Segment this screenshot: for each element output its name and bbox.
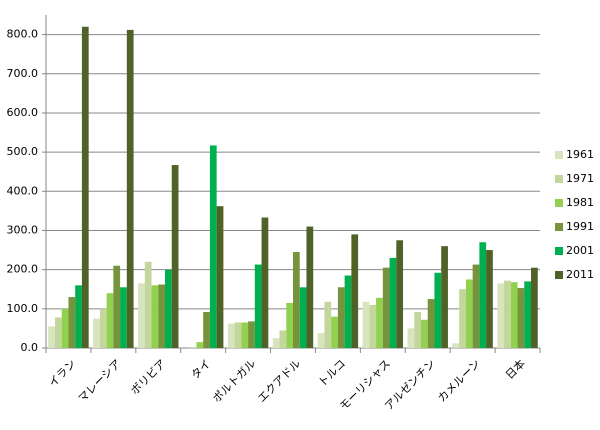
x-tick-label: 日本 — [502, 356, 527, 381]
x-tick-label: マレーシア — [76, 357, 124, 405]
bar — [126, 29, 134, 349]
x-tick-label: タイ — [189, 357, 214, 382]
bar — [165, 269, 172, 348]
bar — [420, 319, 428, 348]
bar — [317, 333, 325, 348]
y-tick-label: 500.0 — [7, 145, 39, 158]
bar — [254, 264, 262, 348]
bar — [248, 321, 255, 348]
x-tick-label: イラン — [46, 357, 79, 390]
bar — [138, 283, 145, 348]
bar — [376, 297, 383, 348]
bar — [272, 338, 280, 348]
bar — [99, 308, 107, 348]
bar — [196, 342, 204, 348]
x-tick-label: カメルーン — [435, 357, 483, 405]
y-tick-label: 700.0 — [7, 67, 39, 80]
bar — [434, 272, 442, 348]
bar — [48, 326, 55, 348]
bar — [324, 301, 332, 348]
bar — [286, 302, 293, 348]
bar — [369, 304, 377, 348]
bar — [241, 322, 249, 348]
y-tick-label: 800.0 — [7, 28, 39, 41]
bar — [414, 311, 421, 348]
bar — [113, 265, 121, 348]
bar — [227, 323, 235, 348]
bar — [81, 26, 89, 349]
bar — [54, 317, 62, 348]
legend-label: 2011 — [566, 268, 594, 281]
bar — [472, 264, 480, 348]
bar — [452, 343, 460, 348]
bar — [427, 299, 435, 348]
bar — [203, 311, 210, 348]
bar — [497, 283, 505, 348]
bar — [171, 165, 179, 348]
legend-label: 1981 — [566, 196, 594, 209]
bar — [234, 322, 242, 348]
legend-swatch — [555, 223, 563, 231]
bar — [209, 145, 217, 348]
bar — [504, 280, 511, 348]
bar — [510, 282, 518, 348]
bar — [61, 308, 69, 348]
y-tick-label: 300.0 — [7, 223, 39, 236]
x-tick-label: エクアドル — [255, 357, 303, 405]
legend-swatch — [555, 247, 563, 255]
bar — [261, 217, 269, 348]
bar — [351, 234, 359, 348]
bar — [389, 257, 397, 348]
bar — [306, 226, 314, 348]
bar — [459, 289, 466, 348]
bar — [120, 287, 127, 348]
bar — [479, 242, 487, 348]
legend-label: 1961 — [566, 148, 594, 161]
legend-swatch — [555, 175, 563, 183]
bar — [441, 246, 448, 348]
bar — [331, 316, 338, 348]
bar — [362, 301, 370, 348]
y-tick-label: 600.0 — [7, 106, 39, 119]
bar — [68, 297, 76, 348]
x-tick-label: ポルトガル — [210, 357, 258, 405]
bar — [396, 240, 404, 348]
legend-label: 2001 — [566, 244, 594, 257]
bar — [189, 347, 197, 348]
bar — [75, 285, 82, 348]
bar — [337, 287, 345, 348]
x-tick-label: トルコ — [316, 357, 348, 389]
x-tick-label: ボリビア — [128, 357, 168, 397]
bar — [151, 285, 159, 348]
bar — [517, 288, 525, 348]
legend-swatch — [555, 199, 563, 207]
legend-label: 1971 — [566, 172, 594, 185]
bar — [299, 287, 307, 348]
bar — [106, 293, 114, 348]
bar — [158, 284, 166, 348]
y-tick-label: 400.0 — [7, 184, 39, 197]
bar — [216, 206, 224, 348]
bar — [486, 250, 493, 348]
bar — [465, 279, 473, 348]
bar — [344, 275, 352, 348]
bar — [382, 267, 390, 348]
legend-swatch — [555, 151, 563, 159]
bar — [524, 281, 532, 348]
y-tick-label: 0.0 — [21, 341, 39, 354]
bar — [531, 267, 538, 348]
legend-swatch — [555, 271, 563, 279]
legend-label: 1991 — [566, 220, 594, 233]
bar — [407, 328, 415, 348]
y-tick-label: 200.0 — [7, 263, 39, 276]
bar — [144, 261, 152, 348]
bar — [93, 318, 100, 348]
y-tick-label: 100.0 — [7, 302, 39, 315]
bar — [279, 330, 287, 348]
bar — [293, 252, 300, 348]
